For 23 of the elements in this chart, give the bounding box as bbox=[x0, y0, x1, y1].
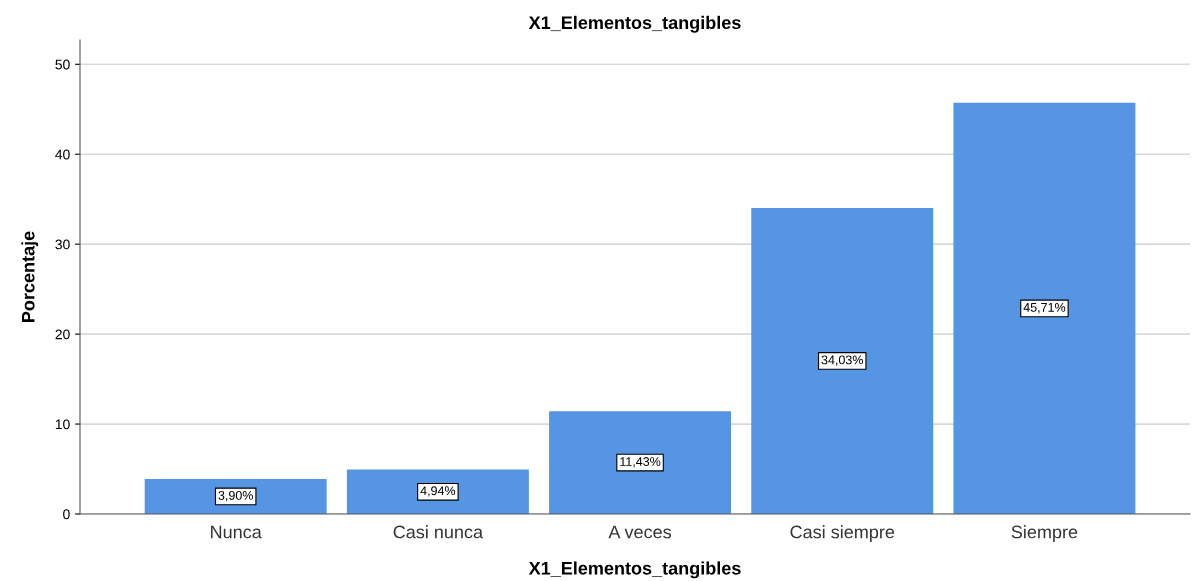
y-tick-label: 30 bbox=[55, 239, 70, 250]
x-tick-label: Nunca bbox=[211, 525, 262, 539]
bar bbox=[346, 469, 529, 514]
chart-title: X1_Elementos_tangibles bbox=[528, 15, 741, 33]
data-label: 34,03% bbox=[821, 355, 863, 366]
data-label: 11,43% bbox=[620, 457, 661, 468]
y-axis-title: Porcentaje bbox=[21, 231, 39, 322]
x-tick-label: Siempre bbox=[1011, 525, 1078, 542]
x-axis-title: X1_Elementos_tangibles bbox=[528, 561, 741, 579]
bar bbox=[953, 102, 1136, 514]
y-tick-label: 0 bbox=[63, 509, 70, 520]
x-tick-label: Casi siempre bbox=[790, 525, 895, 542]
y-tick-label: 50 bbox=[55, 59, 70, 70]
y-tick-label: 10 bbox=[55, 419, 70, 430]
x-tick-label: A veces bbox=[608, 525, 672, 539]
y-tick-label: 40 bbox=[55, 149, 70, 160]
bar bbox=[751, 207, 934, 514]
bar bbox=[549, 411, 732, 514]
y-tick-label: 20 bbox=[55, 329, 70, 340]
data-label: 45,71% bbox=[1023, 302, 1066, 314]
data-label: 4,94% bbox=[420, 486, 456, 497]
data-label: 3,90% bbox=[218, 490, 253, 502]
x-tick-label: Casi nunca bbox=[393, 525, 484, 539]
